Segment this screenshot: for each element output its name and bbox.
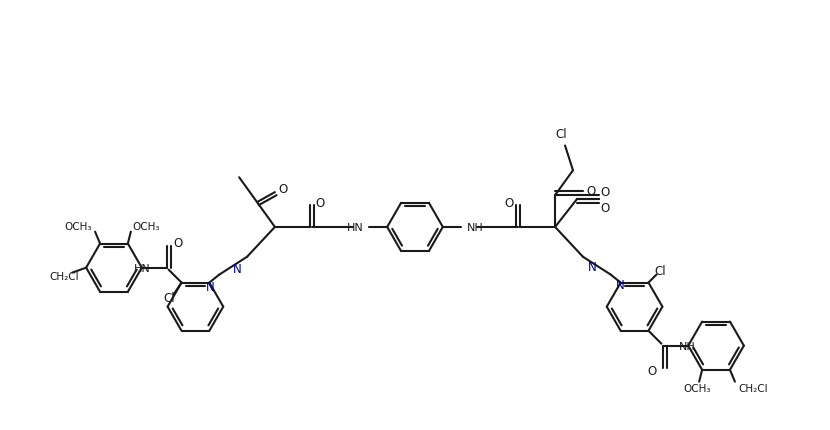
Text: O: O: [648, 364, 657, 377]
Text: O: O: [278, 182, 287, 195]
Text: N: N: [616, 278, 624, 291]
Text: O: O: [600, 201, 609, 214]
Text: HN: HN: [134, 263, 151, 273]
Text: N: N: [233, 262, 242, 275]
Text: Cl: Cl: [655, 264, 666, 277]
Text: HN: HN: [347, 222, 364, 232]
Text: O: O: [173, 237, 182, 250]
Text: NH: NH: [466, 222, 483, 232]
Text: OCH₃: OCH₃: [65, 221, 92, 231]
Text: O: O: [505, 196, 514, 209]
Text: CH₂Cl: CH₂Cl: [738, 383, 768, 393]
Text: Cl: Cl: [164, 291, 175, 304]
Text: O: O: [586, 184, 595, 197]
Text: NH: NH: [679, 341, 696, 351]
Text: N: N: [206, 280, 214, 293]
Text: CH₂Cl: CH₂Cl: [50, 271, 79, 281]
Text: OCH₃: OCH₃: [683, 383, 711, 393]
Text: OCH₃: OCH₃: [133, 221, 160, 231]
Text: O: O: [600, 185, 609, 198]
Text: N: N: [588, 260, 597, 273]
Text: O: O: [315, 196, 325, 209]
Text: Cl: Cl: [555, 128, 567, 141]
